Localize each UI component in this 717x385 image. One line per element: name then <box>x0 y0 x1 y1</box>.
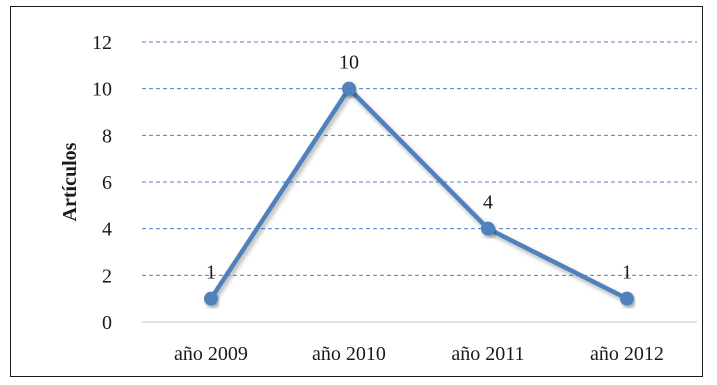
y-tick-labels: 0 2 4 6 8 10 12 <box>92 32 112 334</box>
data-label: 1 <box>622 262 632 284</box>
data-point <box>620 291 634 306</box>
data-point <box>204 291 218 306</box>
data-label: 1 <box>206 262 216 284</box>
data-label: 10 <box>339 52 359 74</box>
data-point <box>481 221 495 236</box>
gridlines <box>142 41 697 276</box>
x-tick-label: año 2011 <box>451 343 524 365</box>
series-group <box>204 81 634 306</box>
x-tick-label: año 2009 <box>174 343 248 365</box>
y-axis-label: Artículos <box>59 142 81 221</box>
x-tick-label: año 2010 <box>312 343 386 365</box>
series-line <box>208 86 630 301</box>
y-tick-label: 2 <box>102 265 112 287</box>
data-label: 4 <box>483 192 493 214</box>
x-tick-label: año 2012 <box>590 343 664 365</box>
x-tick-labels: año 2009 año 2010 año 2011 año 2012 <box>174 343 664 365</box>
y-tick-label: 12 <box>92 32 112 54</box>
chart-frame <box>10 6 703 377</box>
data-labels: 1 10 4 1 <box>206 52 632 284</box>
data-point <box>342 81 356 96</box>
y-tick-label: 10 <box>92 79 112 101</box>
y-tick-label: 0 <box>102 312 112 334</box>
y-tick-label: 8 <box>102 125 112 147</box>
y-tick-label: 6 <box>102 172 112 194</box>
y-tick-label: 4 <box>102 219 112 241</box>
